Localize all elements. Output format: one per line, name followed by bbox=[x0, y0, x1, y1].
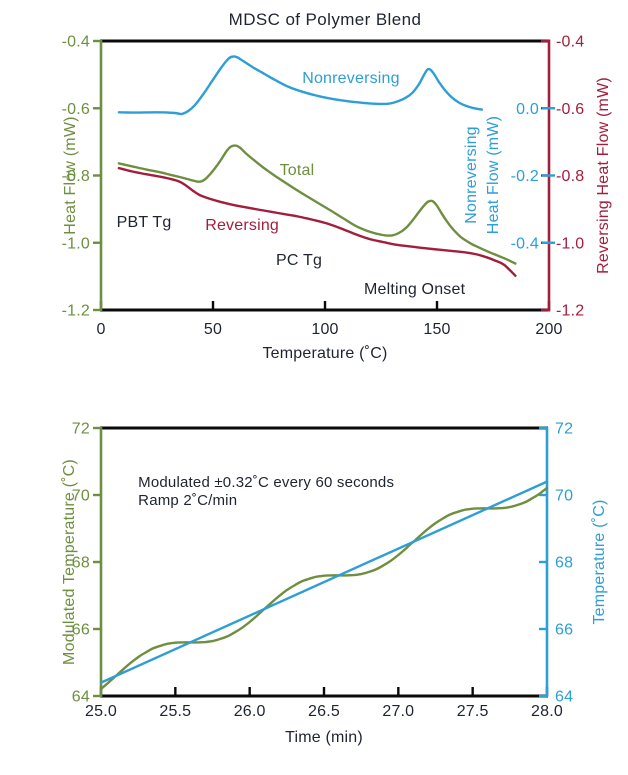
right-tick-label: -0.4 bbox=[556, 34, 584, 51]
annotation-reversing: Reversing bbox=[205, 217, 279, 234]
x-tick-label: 100 bbox=[311, 321, 338, 338]
right-axis-title: Temperature (˚C) bbox=[591, 499, 608, 624]
x-tick-label: 27.0 bbox=[382, 703, 414, 720]
left-tick-label: -1.0 bbox=[62, 235, 90, 252]
x-tick-label: 50 bbox=[204, 321, 222, 338]
x-tick-label: 150 bbox=[423, 321, 450, 338]
left-tick-label: 72 bbox=[72, 421, 90, 438]
annotation-modulated-0-32-c-every-60-seconds: Modulated ±0.32˚C every 60 seconds bbox=[138, 474, 394, 491]
inner-right-tick-label: 0.0 bbox=[516, 101, 539, 118]
total-curve bbox=[117, 144, 517, 265]
nonreversing-curve bbox=[117, 55, 483, 116]
temperature-curve bbox=[99, 480, 549, 684]
x-tick-label: 26.5 bbox=[308, 703, 340, 720]
modulated-temperature-curve bbox=[99, 486, 549, 691]
right-tick-label: 64 bbox=[555, 689, 573, 706]
left-tick-label: -0.4 bbox=[62, 34, 90, 51]
x-tick-label: 25.0 bbox=[85, 703, 117, 720]
right-tick-label: 72 bbox=[555, 421, 573, 438]
left-tick-label: 64 bbox=[72, 689, 90, 706]
inner-right-tick-label: -0.4 bbox=[511, 235, 539, 252]
right-tick-label: 70 bbox=[555, 488, 573, 505]
x-tick-label: 25.5 bbox=[159, 703, 191, 720]
annotation-pc-tg: PC Tg bbox=[276, 252, 322, 269]
inner-right-axis-title-line2: Heat Flow (mW) bbox=[485, 116, 502, 234]
annotation-melting-onset: Melting Onset bbox=[364, 281, 466, 298]
x-axis-title: Temperature (˚C) bbox=[262, 345, 387, 362]
inner-right-axis-title-line1: Nonreversing bbox=[463, 126, 480, 224]
left-tick-label: -0.8 bbox=[62, 168, 90, 185]
left-tick-label: 68 bbox=[72, 555, 90, 572]
left-tick-label: -1.2 bbox=[62, 303, 90, 320]
right-tick-label: -1.2 bbox=[556, 303, 584, 320]
left-tick-label: 66 bbox=[72, 622, 90, 639]
annotation-pbt-tg: PBT Tg bbox=[117, 214, 172, 231]
x-tick-label: 0 bbox=[96, 321, 105, 338]
x-tick-label: 26.0 bbox=[234, 703, 266, 720]
annotation-ramp-2-c-min: Ramp 2˚C/min bbox=[138, 492, 237, 509]
right-tick-label: -0.8 bbox=[556, 168, 584, 185]
x-tick-label: 27.5 bbox=[457, 703, 489, 720]
left-tick-label: -0.6 bbox=[62, 101, 90, 118]
x-axis-title: Time (min) bbox=[285, 729, 363, 746]
right-tick-label: 68 bbox=[555, 555, 573, 572]
reversing-curve bbox=[117, 166, 517, 277]
x-tick-label: 200 bbox=[535, 321, 562, 338]
x-tick-label: 28.0 bbox=[531, 703, 563, 720]
annotation-total: Total bbox=[280, 162, 315, 179]
mdsc-chart: 0 50 100 150 200 Temperature (˚C) -0.4 -0.6 -0.8… bbox=[62, 34, 612, 363]
left-tick-label: 70 bbox=[72, 488, 90, 505]
left-axis-title: Heat Flow (mW) bbox=[62, 116, 79, 234]
right-tick-label: -1.0 bbox=[556, 235, 584, 252]
right-tick-label: 66 bbox=[555, 622, 573, 639]
inner-right-tick-label: -0.2 bbox=[511, 168, 539, 185]
right-axis-title: Reversing Heat Flow (mW) bbox=[595, 77, 612, 274]
left-axis-title: Modulated Temperature (˚C) bbox=[61, 459, 78, 665]
right-tick-label: -0.6 bbox=[556, 101, 584, 118]
annotation-nonreversing: Nonreversing bbox=[302, 70, 400, 87]
modulation-chart: 25.0 25.5 26.0 26.5 27.0 27.5 28.0 Time (min) 72… bbox=[61, 421, 608, 747]
chart-title: MDSC of Polymer Blend bbox=[228, 10, 422, 29]
